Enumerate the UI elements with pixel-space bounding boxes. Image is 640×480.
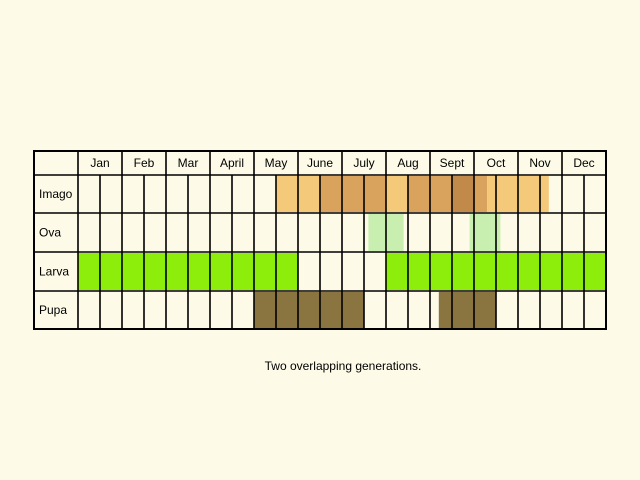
month-label-mar: Mar <box>178 156 199 170</box>
bar-pupa-11 <box>254 292 364 328</box>
stage-label-larva: Larva <box>39 265 69 279</box>
chart-caption: Two overlapping generations. <box>264 359 422 373</box>
month-label-july: July <box>353 156 374 170</box>
labels: Jan Feb Mar April May June July Aug Sept Oct Nov De… <box>39 156 595 317</box>
bar-pupa-12 <box>438 292 496 328</box>
month-label-oct: Oct <box>487 156 506 170</box>
month-label-dec: Dec <box>573 156 594 170</box>
bar-imago-2 <box>386 176 408 212</box>
month-label-june: June <box>307 156 333 170</box>
month-label-nov: Nov <box>529 156 550 170</box>
month-label-sept: Sept <box>440 156 465 170</box>
stage-label-pupa: Pupa <box>39 303 67 317</box>
month-label-jan: Jan <box>90 156 109 170</box>
grid <box>33 150 607 330</box>
stage-label-imago: Imago <box>39 187 73 201</box>
stage-label-ova: Ova <box>39 226 61 240</box>
month-label-may: May <box>265 156 288 170</box>
month-label-april: April <box>220 156 244 170</box>
bar-imago-1 <box>320 176 386 212</box>
month-label-feb: Feb <box>134 156 155 170</box>
bar-imago-4 <box>452 176 474 212</box>
month-label-aug: Aug <box>397 156 418 170</box>
bar-imago-5 <box>474 176 488 212</box>
